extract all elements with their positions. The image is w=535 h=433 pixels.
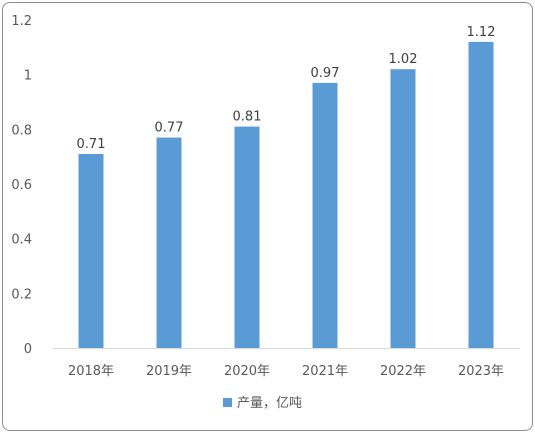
bar (234, 126, 260, 348)
x-tick-label: 2021年 (302, 364, 348, 379)
data-label: 1.12 (467, 25, 496, 40)
y-tick-label: 0.8 (11, 123, 32, 138)
legend-label: 产量，亿吨 (237, 396, 302, 411)
y-tick-label: 0.2 (11, 287, 32, 302)
y-axis: 0 0.2 0.4 0.6 0.8 1 1.2 (11, 14, 32, 357)
x-tick-label: 2018年 (68, 364, 114, 379)
data-label: 0.97 (311, 66, 340, 81)
data-label: 0.77 (155, 121, 184, 136)
data-labels: 0.71 0.77 0.81 0.97 1.02 1.12 (77, 25, 496, 152)
bars (78, 41, 494, 348)
bar (78, 153, 104, 348)
legend-swatch (223, 398, 232, 407)
bar (468, 41, 494, 348)
data-label: 0.81 (233, 110, 262, 125)
bar (312, 82, 338, 348)
x-tick-label: 2022年 (380, 364, 426, 379)
data-label: 0.71 (77, 137, 106, 152)
x-tick-label: 2019年 (146, 364, 192, 379)
x-tick-label: 2020年 (224, 364, 270, 379)
x-axis: 2018年 2019年 2020年 2021年 2022年 2023年 (68, 364, 504, 379)
y-tick-label: 1 (24, 69, 32, 84)
y-tick-label: 1.2 (11, 14, 32, 29)
bar (156, 137, 182, 348)
y-tick-label: 0.6 (11, 178, 32, 193)
y-tick-label: 0.4 (11, 233, 32, 248)
legend: 产量，亿吨 (223, 396, 302, 411)
x-tick-label: 2023年 (458, 364, 504, 379)
data-label: 1.02 (389, 52, 418, 67)
y-tick-label: 0 (24, 342, 32, 357)
bar (390, 69, 416, 348)
